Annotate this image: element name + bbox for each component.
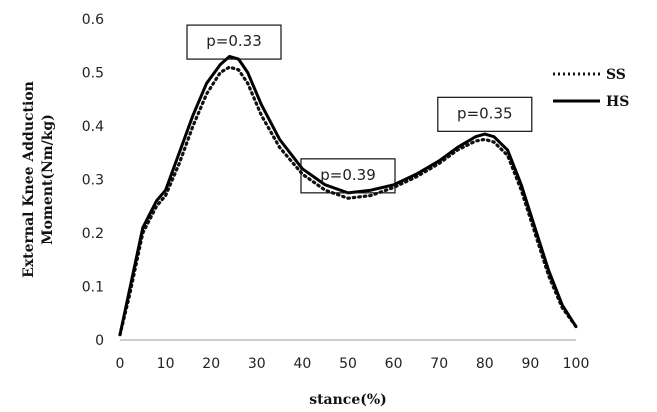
x-axis-title: stance(%): [309, 392, 387, 408]
legend-label-ss: SS: [606, 67, 626, 83]
annotation-text: p=0.33: [206, 32, 262, 50]
x-tick-label: 100: [563, 356, 590, 372]
axes: 0 10 20 30 40 50 60 70 80 90 100 00.10.20.30.40.50…: [82, 12, 590, 372]
p-value-annotation: p=0.33: [186, 24, 282, 60]
y-tick-labels: 0 0.1 0.2 0.3 0.4 0.5 0.6: [82, 12, 104, 349]
y-tick-label: 0.3: [82, 173, 104, 189]
x-tick-labels: 0 10 20 30 40 50 60 70 80 90 100: [116, 356, 590, 372]
x-tick-label: 40: [293, 356, 311, 372]
annotation-box: [186, 24, 282, 60]
p-value-annotation: p=0.35: [437, 96, 533, 132]
x-tick-label: 10: [157, 356, 175, 372]
legend-label-hs: HS: [606, 94, 629, 110]
x-tick-label: 60: [385, 356, 403, 372]
p-value-annotation: p=0.39: [300, 158, 396, 194]
y-axis-title-line-2: Moment(Nm/kg): [40, 114, 56, 245]
annotation-text: p=0.39: [320, 166, 376, 184]
series-line-hs: [118, 54, 578, 337]
x-tick-label: 20: [202, 356, 220, 372]
x-tick-label: 70: [430, 356, 448, 372]
annotation-box: [300, 158, 396, 194]
y-tick-label: 0.2: [82, 226, 104, 242]
annotation-text: p=0.35: [457, 104, 513, 122]
legend: SS HS: [553, 67, 629, 110]
y-tick-label: 0.4: [82, 119, 104, 135]
y-tick-label: 0: [95, 333, 104, 349]
x-tick-label: 50: [339, 356, 357, 372]
plot-area: [118, 54, 578, 337]
y-tick-label: 0.5: [82, 66, 104, 82]
annotations: p=0.33 p=0.39 p=0.35: [186, 24, 533, 194]
x-tick-label: 0: [116, 356, 125, 372]
x-tick-label: 90: [521, 356, 539, 372]
y-tick-label: 0.6: [82, 12, 104, 28]
x-tick-label: 80: [476, 356, 494, 372]
annotation-box: [437, 96, 533, 132]
y-tick-label: 0.1: [82, 280, 104, 296]
y-axis-title-line-1: External Knee Adduction: [21, 81, 37, 278]
series-hs: [118, 54, 578, 337]
x-tick-label: 30: [248, 356, 266, 372]
